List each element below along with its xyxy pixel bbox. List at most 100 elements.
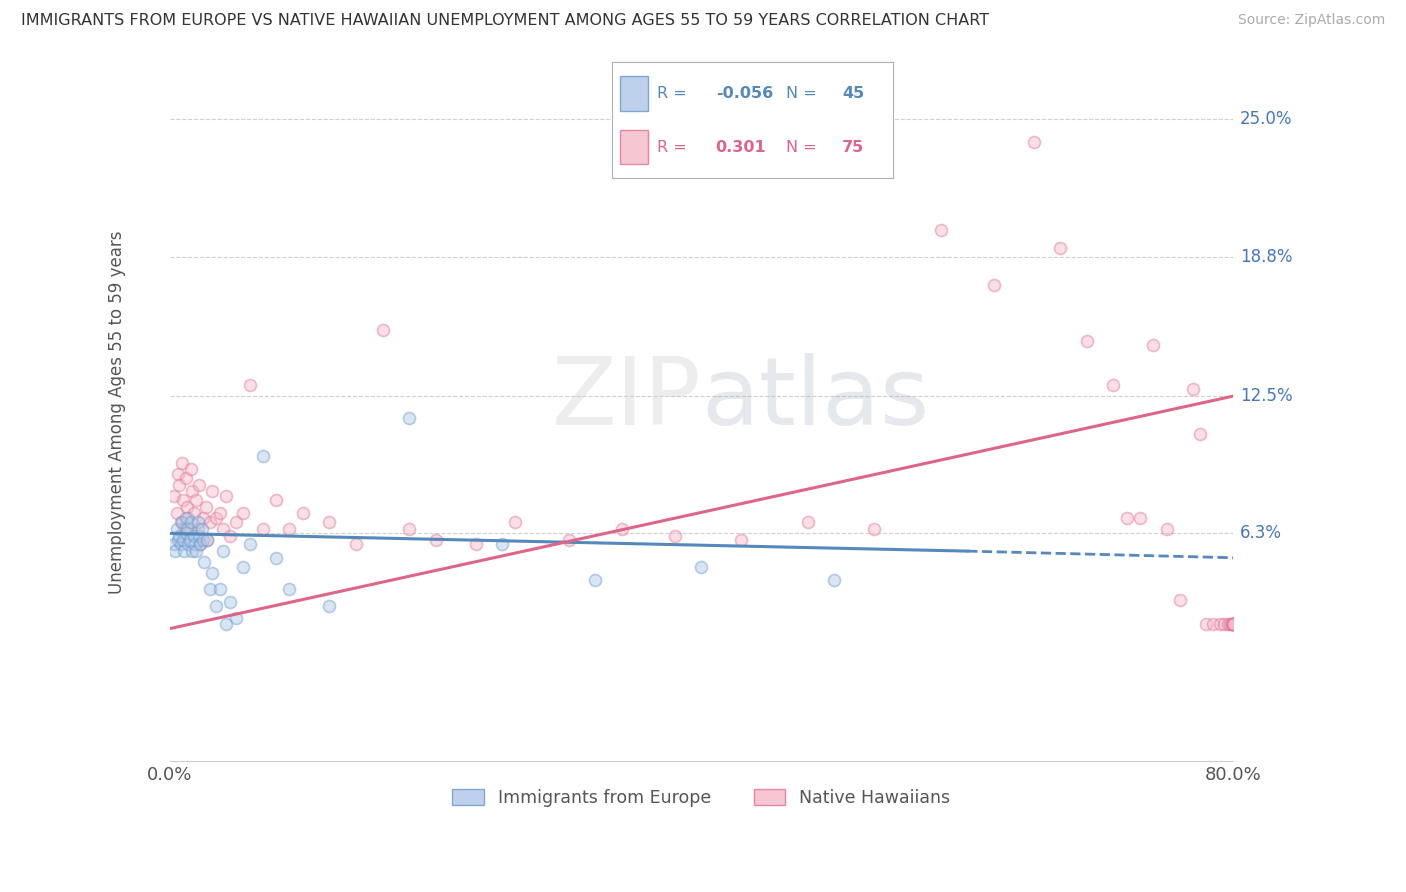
Point [491,537,513,551]
Point [225,516,247,530]
Text: Source: ZipAtlas.com: Source: ZipAtlas.com [1237,13,1385,28]
Point [225,610,247,624]
Text: 25.0%: 25.0% [1240,111,1292,128]
Point [863,522,886,536]
Point [201,566,224,581]
Point [278,522,301,536]
Point [209,582,232,596]
Point [1222,617,1244,632]
Point [190,537,212,551]
Text: 0.301: 0.301 [716,139,766,154]
Point [188,477,211,491]
Text: 6.3%: 6.3% [1240,524,1282,542]
Point [186,544,208,558]
Point [181,544,204,558]
Point [173,544,195,558]
Point [205,599,228,614]
Point [239,378,262,392]
Point [1022,135,1045,149]
Point [179,533,201,547]
Text: N =: N = [786,139,823,154]
Point [291,507,314,521]
Point [505,516,527,530]
Point [173,522,195,536]
Point [212,544,235,558]
Point [205,511,228,525]
Point [1222,617,1244,632]
Point [176,522,198,536]
Point [187,522,209,536]
Point [1202,617,1225,632]
Text: ZIP: ZIP [551,353,702,445]
Point [215,617,238,632]
FancyBboxPatch shape [620,129,648,164]
Point [198,582,221,596]
Point [318,599,340,614]
Legend: Immigrants from Europe, Native Hawaiians: Immigrants from Europe, Native Hawaiians [444,780,959,815]
Point [174,511,197,525]
Text: -0.056: -0.056 [716,87,773,102]
Point [167,477,190,491]
Point [167,528,190,542]
Point [1142,338,1164,352]
Point [730,533,752,547]
Point [166,507,188,521]
Point [191,533,214,547]
Point [1195,617,1218,632]
Point [181,484,204,499]
Point [239,537,262,551]
Point [183,507,205,521]
Point [218,595,240,609]
Point [166,522,188,536]
Point [166,533,188,547]
Point [188,528,211,542]
Point [371,323,394,337]
Point [252,449,274,463]
Point [195,533,218,547]
Point [797,516,820,530]
Point [1102,378,1125,392]
Point [177,537,200,551]
Point [264,550,287,565]
Point [180,516,202,530]
Point [1222,617,1244,632]
Point [344,537,367,551]
Text: R =: R = [657,87,692,102]
Point [232,559,254,574]
Text: atlas: atlas [702,353,929,445]
Point [583,573,606,587]
Point [172,493,194,508]
Point [1168,592,1191,607]
Point [464,537,486,551]
Point [165,544,187,558]
Point [1222,617,1244,632]
Point [983,278,1005,293]
Point [177,511,200,525]
Point [1219,617,1241,632]
Point [190,537,212,551]
Point [1182,383,1205,397]
Point [215,489,238,503]
Text: N =: N = [786,87,823,102]
Point [194,500,217,514]
Point [1129,511,1152,525]
Point [184,537,207,551]
Point [1212,617,1234,632]
Point [1222,617,1244,632]
Point [174,526,197,541]
Point [1216,617,1239,632]
Point [1188,426,1211,441]
Text: Unemployment Among Ages 55 to 59 years: Unemployment Among Ages 55 to 59 years [108,231,125,594]
Point [398,522,420,536]
Point [195,533,218,547]
Point [187,516,209,530]
Text: IMMIGRANTS FROM EUROPE VS NATIVE HAWAIIAN UNEMPLOYMENT AMONG AGES 55 TO 59 YEARS: IMMIGRANTS FROM EUROPE VS NATIVE HAWAIIA… [21,13,990,29]
Point [193,555,215,569]
Point [610,522,633,536]
Text: 18.8%: 18.8% [1240,248,1292,266]
Point [163,537,186,551]
Point [1220,617,1243,632]
Text: 12.5%: 12.5% [1240,387,1292,405]
Point [1222,617,1244,632]
Point [1209,617,1232,632]
